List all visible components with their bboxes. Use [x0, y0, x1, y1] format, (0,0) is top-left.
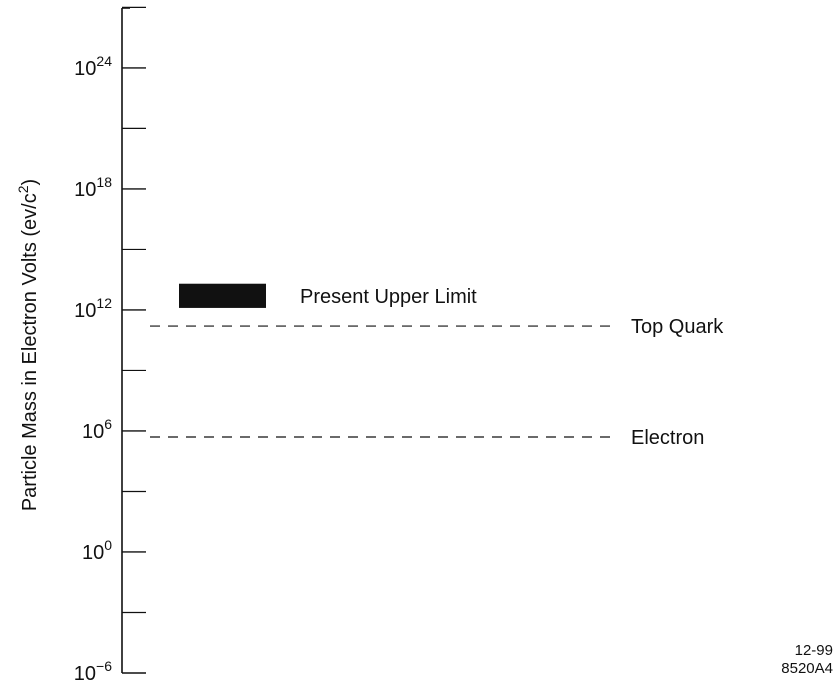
reference-line-label: Top Quark: [631, 316, 724, 338]
y-tick-label: 106: [82, 416, 112, 443]
y-axis-label: Particle Mass in Electron Volts (ev/c2): [15, 179, 41, 511]
y-tick-label: 1018: [74, 174, 112, 201]
range-bar: [179, 283, 266, 308]
y-axis-ticks: 10−6 100 106 1012 1018 1024: [74, 6, 146, 685]
range-label: Present Upper Limit: [300, 286, 477, 308]
figure-id-number: 8520A4: [781, 660, 833, 677]
figure-id-date: 12-99: [794, 642, 833, 659]
y-axis: [121, 7, 130, 673]
reference-lines: Top Quark Electron: [150, 316, 724, 449]
y-tick-label: 100: [82, 537, 112, 564]
y-tick-label: 1012: [74, 295, 112, 322]
reference-line-label: Electron: [631, 427, 704, 449]
range-markers: Present Upper Limit: [179, 283, 477, 308]
figure-id: 12-99 8520A4: [781, 642, 833, 678]
y-tick-label: 10−6: [74, 658, 112, 685]
y-tick-label: 1024: [74, 53, 112, 80]
